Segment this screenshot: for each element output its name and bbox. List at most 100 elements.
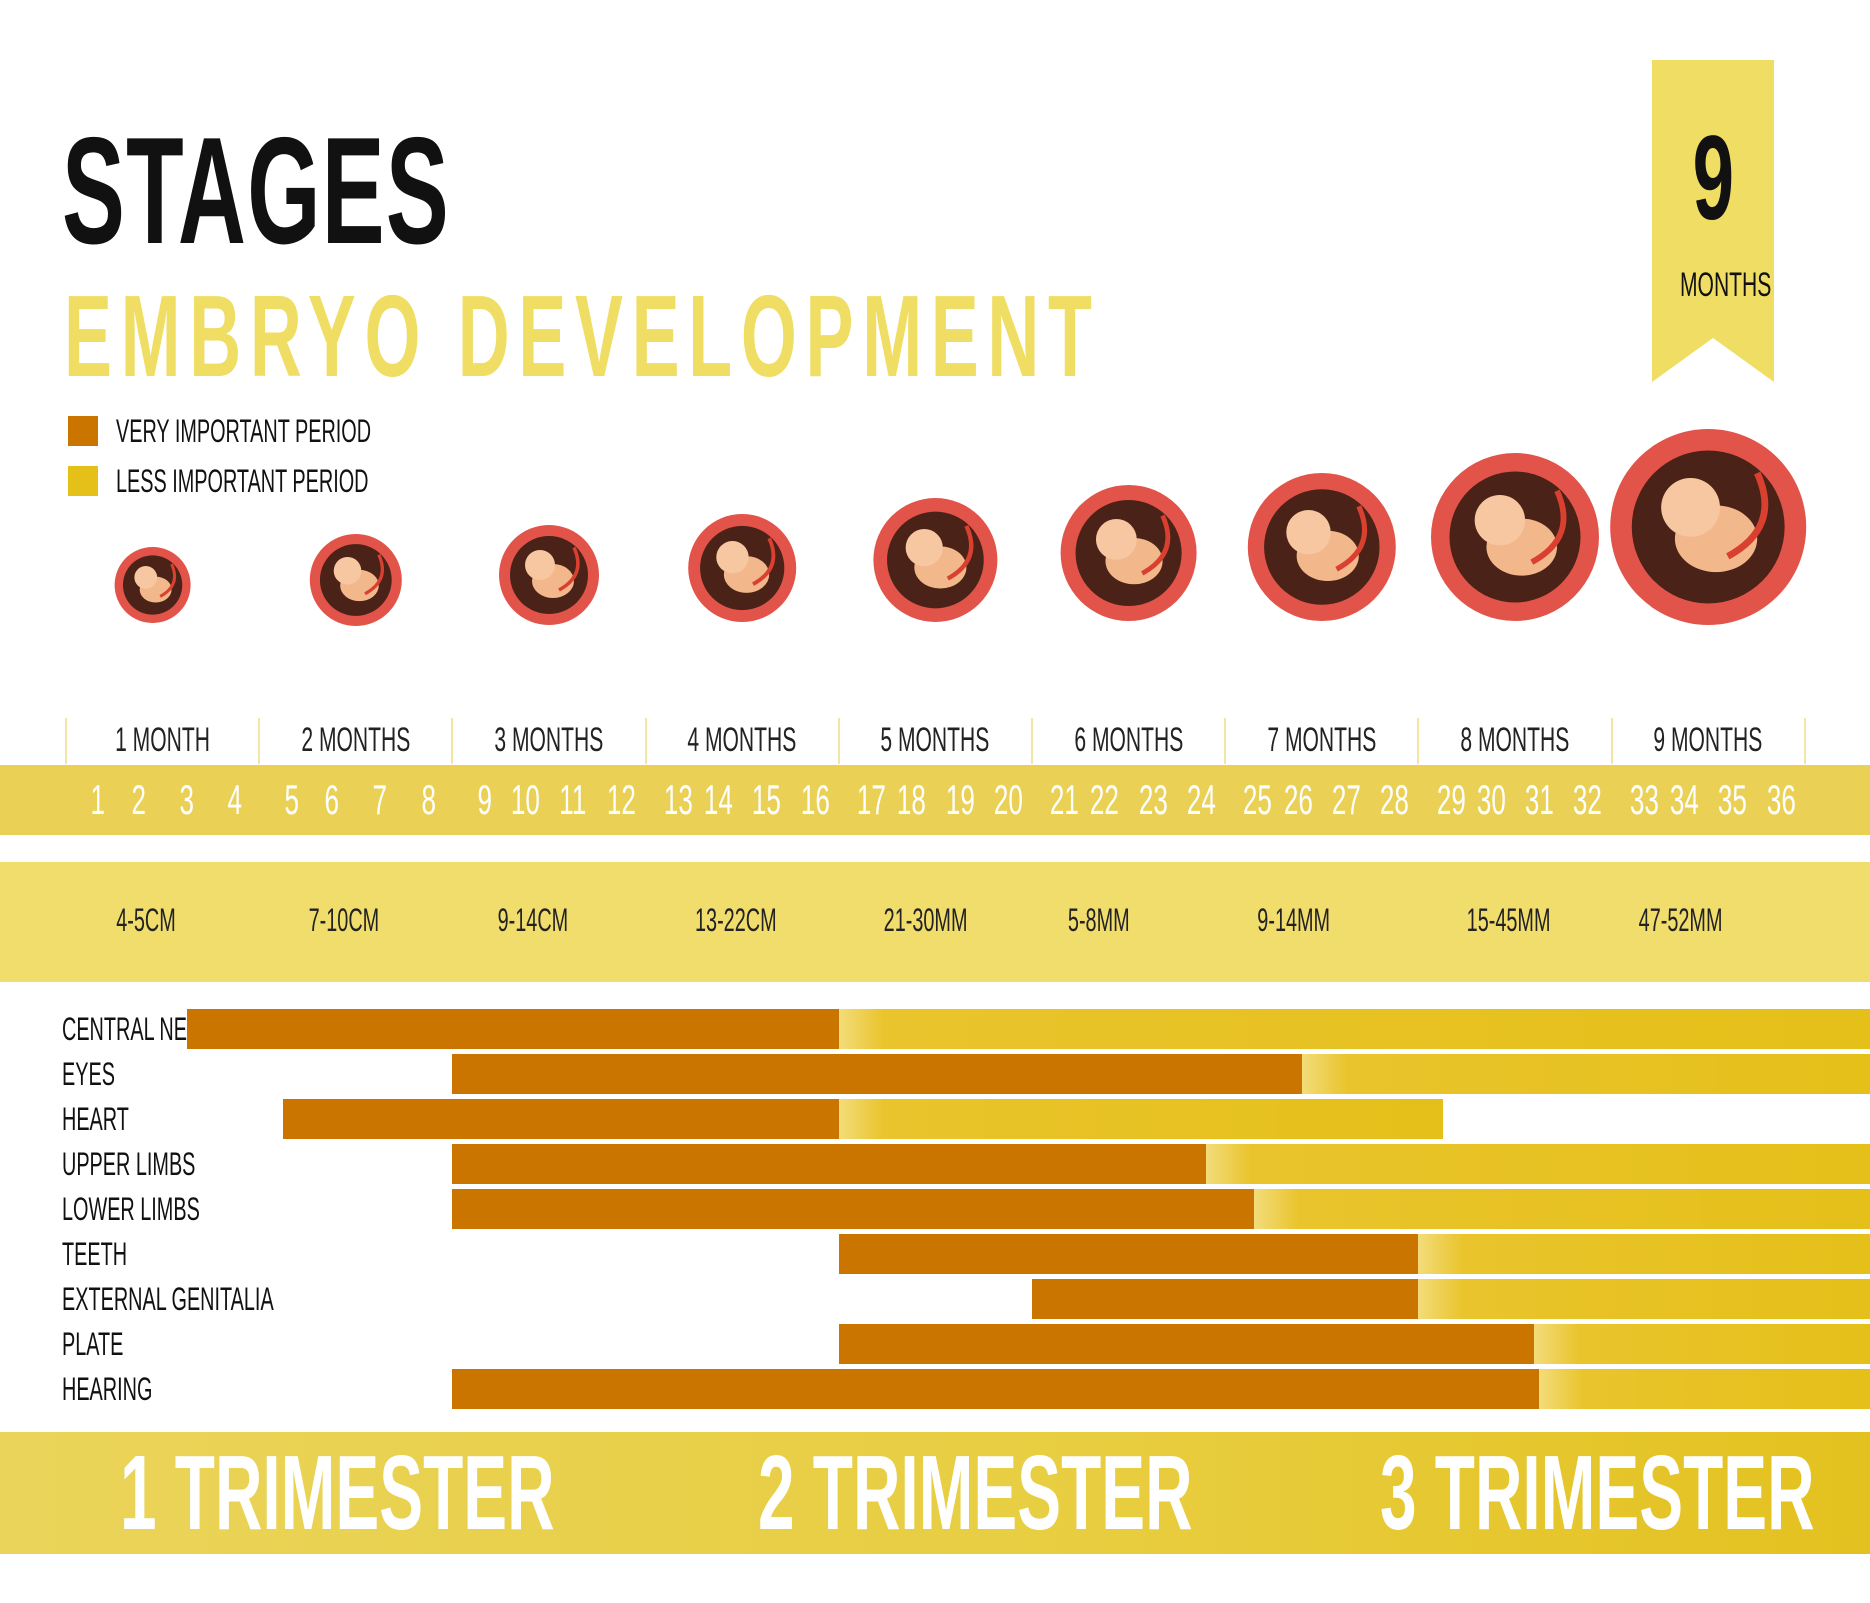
month-label: 7 MONTHS xyxy=(1267,721,1377,759)
week-number: 22 xyxy=(1090,776,1120,823)
month-divider xyxy=(65,718,67,764)
month-divider xyxy=(1803,718,1806,764)
organ-bar xyxy=(452,1144,1870,1184)
very-important-segment xyxy=(1032,1279,1419,1319)
size-label: 7-10CM xyxy=(308,902,379,938)
less-important-segment xyxy=(1205,1144,1870,1184)
week-number: 3 xyxy=(179,776,194,823)
week-number: 8 xyxy=(421,776,436,823)
page-subtitle: EMBRYO DEVELOPMENT xyxy=(64,271,1101,401)
organ-bar xyxy=(1032,1279,1870,1319)
month-label: 4 MONTHS xyxy=(687,721,797,759)
embryo-icon xyxy=(1610,429,1807,625)
organ-label: HEART xyxy=(62,1101,129,1137)
month-divider xyxy=(258,718,261,764)
week-number: 17 xyxy=(856,776,886,823)
less-important-segment xyxy=(1418,1234,1870,1274)
embryo-icon xyxy=(873,498,998,622)
week-number: 1 xyxy=(90,776,106,823)
trimester-1-label: 1 TRIMESTER xyxy=(120,1434,555,1552)
embryo-illustrations xyxy=(114,429,1807,626)
organ-bar xyxy=(283,1099,1443,1139)
very-important-segment xyxy=(452,1369,1540,1409)
less-important-segment xyxy=(1418,1279,1870,1319)
less-important-segment xyxy=(1534,1324,1870,1364)
month-divider xyxy=(1031,718,1033,764)
legend-swatch-very-important xyxy=(68,416,98,446)
month-label: 1 MONTH xyxy=(115,721,210,759)
organ-label: HEARING xyxy=(62,1371,153,1407)
legend-swatch-less-important xyxy=(68,466,98,496)
week-number: 11 xyxy=(559,776,587,823)
week-number: 34 xyxy=(1669,776,1699,823)
organ-bar xyxy=(838,1234,1870,1274)
week-number: 23 xyxy=(1138,776,1168,823)
month-label: 8 MONTHS xyxy=(1460,721,1570,759)
organ-bar xyxy=(452,1054,1870,1094)
week-number: 7 xyxy=(372,776,388,823)
less-important-segment xyxy=(838,1099,1443,1139)
week-number: 30 xyxy=(1476,776,1506,823)
organ-bar xyxy=(186,1009,1870,1049)
week-number: 18 xyxy=(897,776,927,823)
very-important-segment xyxy=(452,1144,1206,1184)
organ-bar xyxy=(452,1369,1870,1409)
week-number: 16 xyxy=(800,776,830,823)
week-number: 20 xyxy=(993,776,1023,823)
very-important-segment xyxy=(838,1324,1535,1364)
organ-label: PLATE xyxy=(62,1326,124,1362)
week-number: 31 xyxy=(1525,776,1554,823)
size-label: 13-22CM xyxy=(695,902,777,938)
page-title: STAGES xyxy=(62,106,450,276)
less-important-segment xyxy=(1254,1189,1870,1229)
week-number: 21 xyxy=(1050,776,1079,823)
month-label: 6 MONTHS xyxy=(1074,721,1183,759)
very-important-segment xyxy=(452,1189,1255,1229)
organ-label: EYES xyxy=(62,1056,115,1092)
organ-label: UPPER LIMBS xyxy=(62,1146,196,1182)
badge-label: MONTHS xyxy=(1679,266,1772,304)
week-number: 36 xyxy=(1766,776,1796,823)
less-important-segment xyxy=(1302,1054,1870,1094)
legend-label: LESS IMPORTANT PERIOD xyxy=(116,463,369,499)
week-number: 12 xyxy=(607,776,637,823)
organ-bar xyxy=(838,1324,1870,1364)
legend-label: VERY IMPORTANT PERIOD xyxy=(116,413,372,449)
month-divider xyxy=(1417,718,1420,764)
week-number: 10 xyxy=(510,776,540,823)
week-number: 19 xyxy=(945,776,975,823)
month-divider xyxy=(644,718,647,764)
trimester-3-label: 3 TRIMESTER xyxy=(1380,1434,1815,1552)
week-number: 32 xyxy=(1573,776,1603,823)
embryo-icon xyxy=(688,514,797,622)
week-number: 26 xyxy=(1283,776,1313,823)
month-label: 2 MONTHS xyxy=(301,721,411,759)
month-header-row: 1 MONTH 2 MONTHS 3 MONTHS 4 MONTHS 5 MONTHS 6… xyxy=(0,718,1870,766)
week-number: 27 xyxy=(1331,776,1361,823)
week-number: 29 xyxy=(1436,776,1466,823)
month-label: 3 MONTHS xyxy=(494,721,604,759)
organ-label: LOWER LIMBS xyxy=(62,1191,200,1227)
trimester-band: 1 TRIMESTER 2 TRIMESTER 3 TRIMESTER xyxy=(0,1432,1870,1554)
week-number: 5 xyxy=(284,776,299,823)
week-number: 14 xyxy=(703,776,733,823)
very-important-segment xyxy=(283,1099,839,1139)
very-important-segment xyxy=(186,1009,839,1049)
week-number: 15 xyxy=(752,776,782,823)
less-important-segment xyxy=(838,1009,1870,1049)
size-label: 21-30MM xyxy=(883,902,968,938)
embryo-icon xyxy=(309,534,402,626)
size-label: 9-14MM xyxy=(1257,902,1331,938)
embryo-icon xyxy=(1431,453,1599,621)
organ-label: EXTERNAL GENITALIA xyxy=(62,1281,274,1317)
week-number: 6 xyxy=(324,776,339,823)
week-number: 25 xyxy=(1243,776,1273,823)
organ-bar xyxy=(452,1189,1870,1229)
week-number: 2 xyxy=(131,776,146,823)
month-divider xyxy=(1224,718,1227,764)
size-label: 47-52MM xyxy=(1638,902,1722,938)
very-important-segment xyxy=(452,1054,1303,1094)
week-number-band: 1 2 3 4 5 6 7 8 9 10 11 12 13 14 15 16 17 18 19 20 21 22 23 24 2… xyxy=(0,765,1870,835)
week-number: 24 xyxy=(1186,776,1216,823)
embryo-icon xyxy=(114,547,191,623)
